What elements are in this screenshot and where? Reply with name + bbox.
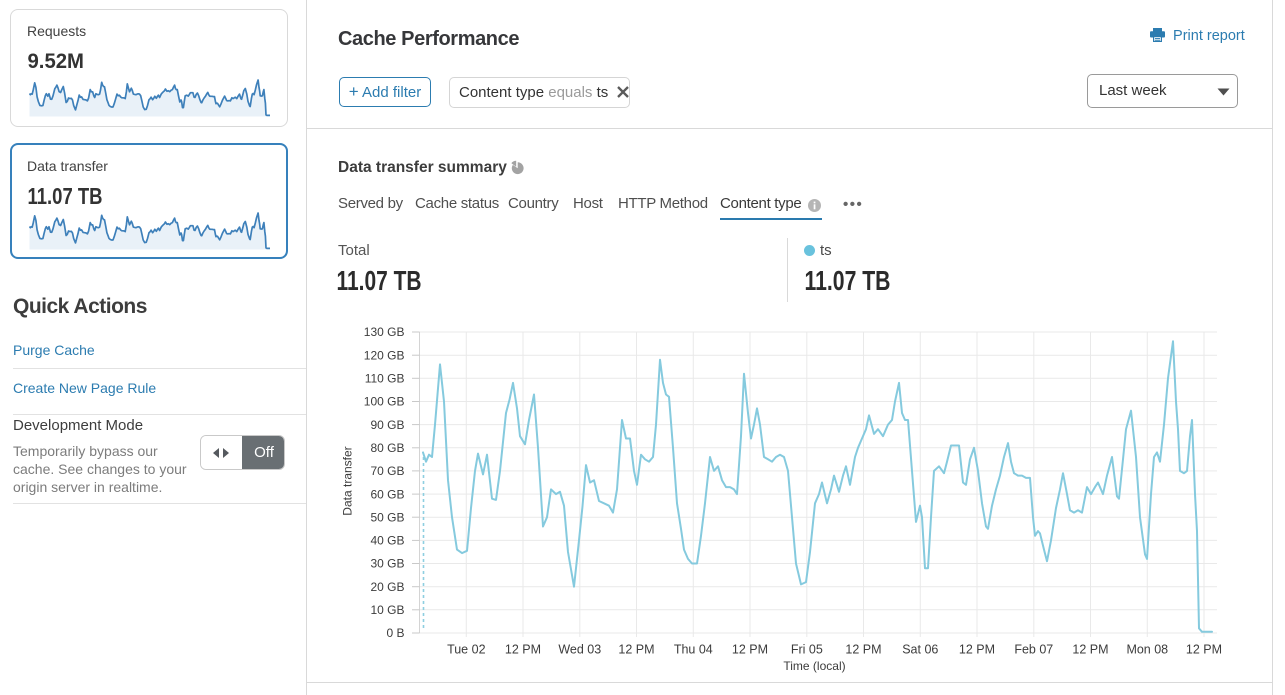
svg-text:110 GB: 110 GB (365, 372, 405, 386)
svg-text:Sat 06: Sat 06 (902, 643, 938, 657)
svg-text:20 GB: 20 GB (370, 580, 404, 594)
svg-text:Time (local): Time (local) (783, 659, 845, 673)
svg-text:80 GB: 80 GB (370, 441, 404, 455)
svg-text:Wed 03: Wed 03 (558, 643, 601, 657)
svg-text:12 PM: 12 PM (505, 643, 541, 657)
svg-text:130 GB: 130 GB (364, 325, 405, 339)
svg-text:11.07 TB: 11.07 TB (28, 184, 103, 209)
svg-text:90 GB: 90 GB (370, 418, 404, 432)
svg-text:12 PM: 12 PM (845, 643, 881, 657)
svg-text:30 GB: 30 GB (370, 557, 404, 571)
svg-text:9.52M: 9.52M (28, 49, 85, 73)
svg-text:0 B: 0 B (386, 626, 404, 640)
svg-text:11.07 TB: 11.07 TB (337, 265, 422, 294)
svg-text:50 GB: 50 GB (370, 510, 404, 524)
svg-text:70 GB: 70 GB (370, 464, 404, 478)
svg-text:40 GB: 40 GB (370, 534, 404, 548)
svg-text:100 GB: 100 GB (364, 395, 405, 409)
svg-text:Thu 04: Thu 04 (674, 643, 713, 657)
svg-text:Fri 05: Fri 05 (791, 643, 823, 657)
svg-text:60 GB: 60 GB (370, 487, 404, 501)
svg-text:12 PM: 12 PM (959, 643, 995, 657)
svg-text:10 GB: 10 GB (370, 603, 404, 617)
svg-text:Mon 08: Mon 08 (1126, 643, 1168, 657)
svg-text:12 PM: 12 PM (618, 643, 654, 657)
svg-text:Data transfer: Data transfer (341, 446, 355, 515)
svg-text:12 PM: 12 PM (1072, 643, 1108, 657)
svg-text:Tue 02: Tue 02 (447, 643, 486, 657)
svg-text:12 PM: 12 PM (1186, 643, 1222, 657)
svg-text:12 PM: 12 PM (732, 643, 768, 657)
svg-text:11.07 TB: 11.07 TB (805, 265, 891, 294)
svg-text:Feb 07: Feb 07 (1014, 643, 1053, 657)
svg-text:120 GB: 120 GB (364, 348, 405, 362)
